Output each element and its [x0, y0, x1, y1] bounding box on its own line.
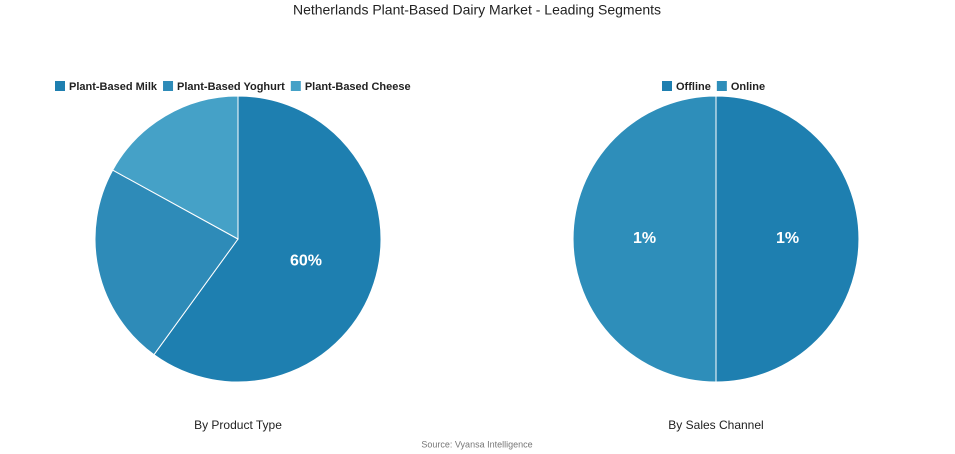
pie-slice: [572, 95, 717, 383]
legend-label: Offline: [676, 81, 711, 93]
legend-label: Online: [731, 81, 765, 93]
legend-swatch: [716, 81, 727, 91]
legend-label: Plant-Based Milk: [69, 81, 158, 93]
value-label: 1%: [776, 230, 799, 247]
pie-slice: [153, 95, 382, 383]
legend-swatch: [662, 81, 672, 91]
value-label: 60%: [290, 252, 322, 269]
value-label: 1%: [633, 230, 656, 247]
pie-slice: [715, 95, 860, 383]
legend-label: Plant-Based Cheese: [305, 81, 411, 93]
page-title: Netherlands Plant-Based Dairy Market - L…: [293, 2, 661, 18]
legend-label: Plant-Based Yoghurt: [177, 81, 285, 93]
chart-title: By Sales Channel: [668, 418, 763, 432]
source: Source: Vyansa Intelligence: [421, 439, 532, 449]
legend-swatch: [55, 81, 65, 91]
pie-slice: [112, 95, 239, 240]
legend-swatch: [290, 81, 301, 91]
legend-swatch: [163, 81, 174, 91]
pie-slice: [94, 169, 239, 356]
chart-title: By Product Type: [194, 418, 282, 432]
